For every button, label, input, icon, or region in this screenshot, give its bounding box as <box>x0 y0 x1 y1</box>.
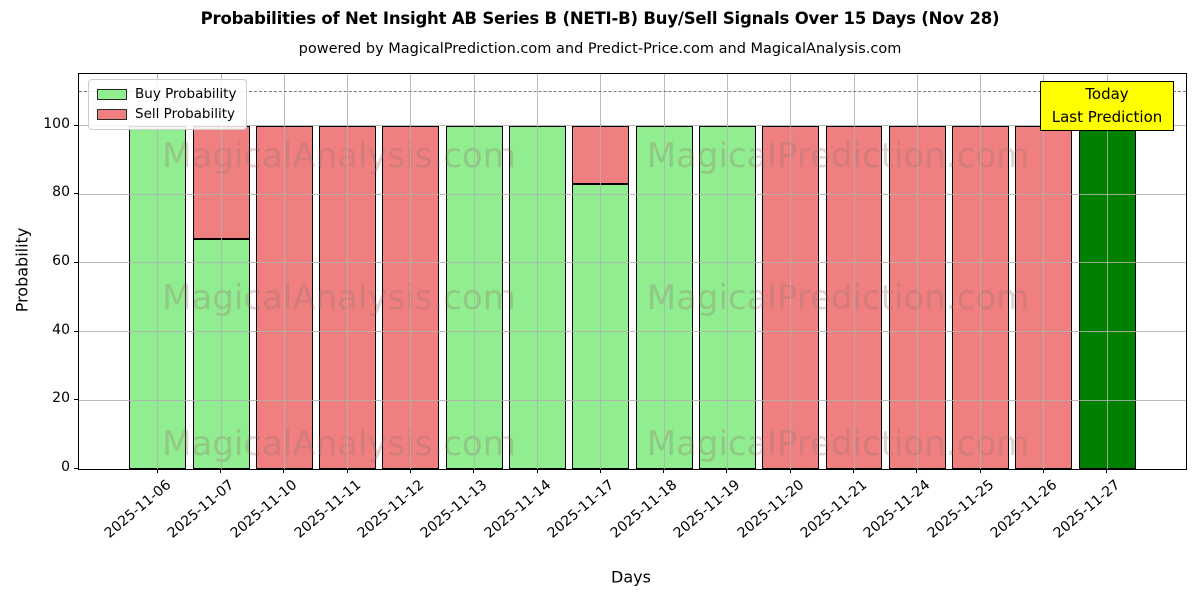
grid-line-horizontal <box>79 262 1186 264</box>
x-tick-mark <box>599 469 601 473</box>
y-tick-label: 20 <box>52 390 70 407</box>
x-tick-mark <box>1042 469 1044 473</box>
chart-title: Probabilities of Net Insight AB Series B… <box>200 9 1000 28</box>
x-tick-mark <box>916 469 918 473</box>
grid-line-vertical <box>1106 74 1108 469</box>
x-tick-mark <box>726 469 728 473</box>
x-tick-label: 2025-11-27 <box>1050 477 1124 542</box>
grid-line-vertical <box>980 74 982 469</box>
x-tick-mark <box>473 469 475 473</box>
legend-label-buy: Buy Probability <box>135 86 237 102</box>
legend-item-sell: Sell Probability <box>97 107 236 122</box>
y-tick-label: 0 <box>61 459 70 475</box>
x-tick-label: 2025-11-06 <box>101 477 175 542</box>
y-axis-label: Probability <box>12 227 32 313</box>
grid-line-vertical <box>283 74 285 469</box>
today-annotation-box: Today Last Prediction <box>1040 81 1174 131</box>
legend: Buy Probability Sell Probability <box>88 79 248 130</box>
grid-line-vertical <box>726 74 728 469</box>
x-tick-mark <box>853 469 855 473</box>
y-tick-mark <box>74 468 78 469</box>
x-tick-label: 2025-11-12 <box>354 477 428 542</box>
x-tick-label: 2025-11-14 <box>481 477 554 542</box>
y-tick-mark <box>74 330 78 332</box>
x-tick-mark <box>346 469 348 473</box>
x-tick-mark <box>156 469 158 473</box>
x-tick-label: 2025-11-19 <box>671 477 744 542</box>
buy-swatch-icon <box>97 89 127 100</box>
grid-line-vertical <box>663 74 665 469</box>
x-tick-label: 2025-11-10 <box>228 477 301 542</box>
y-tick-label: 80 <box>52 184 70 201</box>
x-tick-label: 2025-11-26 <box>987 477 1061 542</box>
chart-subtitle: powered by MagicalPrediction.com and Pre… <box>298 41 902 57</box>
y-tick-mark <box>74 193 78 195</box>
grid-line-vertical <box>537 74 539 469</box>
plot-area: Buy Probability Sell Probability Today L… <box>78 73 1187 470</box>
grid-line-vertical <box>473 74 475 469</box>
legend-item-buy: Buy Probability <box>97 87 236 102</box>
y-tick-mark <box>74 261 78 263</box>
x-tick-mark <box>1106 469 1108 473</box>
grid-line-vertical <box>853 74 855 469</box>
grid-line-vertical <box>157 74 159 469</box>
grid-line-horizontal <box>79 125 1186 127</box>
x-tick-label: 2025-11-18 <box>607 477 681 542</box>
grid-line-vertical <box>347 74 349 469</box>
x-tick-label: 2025-11-20 <box>734 477 808 542</box>
x-tick-mark <box>220 469 222 473</box>
grid-line-horizontal <box>79 331 1186 333</box>
grid-line-vertical <box>220 74 222 469</box>
x-tick-mark <box>409 469 411 473</box>
x-tick-label: 2025-11-13 <box>417 477 491 542</box>
y-tick-mark <box>74 399 78 401</box>
grid-line-horizontal <box>79 399 1186 401</box>
x-tick-label: 2025-11-21 <box>797 477 871 542</box>
y-tick-label: 60 <box>52 252 70 269</box>
grid-line-vertical <box>600 74 602 469</box>
y-tick-mark <box>74 124 78 126</box>
sell-swatch-icon <box>97 109 127 120</box>
x-tick-mark <box>283 469 285 473</box>
x-tick-label: 2025-11-17 <box>544 477 618 542</box>
x-tick-mark <box>663 469 665 473</box>
grid-line-vertical <box>916 74 918 469</box>
x-axis-label: Days <box>611 567 651 587</box>
grid-line-vertical <box>410 74 412 469</box>
grid-line-vertical <box>790 74 792 469</box>
y-tick-label: 40 <box>52 321 70 338</box>
annotation-line-2: Last Prediction <box>1051 108 1163 126</box>
x-tick-mark <box>979 469 981 473</box>
x-tick-mark <box>789 469 791 473</box>
grid-line-vertical <box>1043 74 1045 469</box>
annotation-line-1: Today <box>1085 85 1129 103</box>
legend-label-sell: Sell Probability <box>135 106 236 122</box>
x-tick-mark <box>536 469 538 473</box>
grid-line-horizontal <box>79 193 1186 195</box>
x-tick-label: 2025-11-24 <box>860 477 934 542</box>
x-tick-label: 2025-11-25 <box>924 477 997 542</box>
x-tick-label: 2025-11-07 <box>164 477 238 542</box>
y-tick-label: 100 <box>43 115 70 132</box>
threshold-dashed-line <box>79 91 1186 93</box>
x-tick-label: 2025-11-11 <box>291 477 364 542</box>
